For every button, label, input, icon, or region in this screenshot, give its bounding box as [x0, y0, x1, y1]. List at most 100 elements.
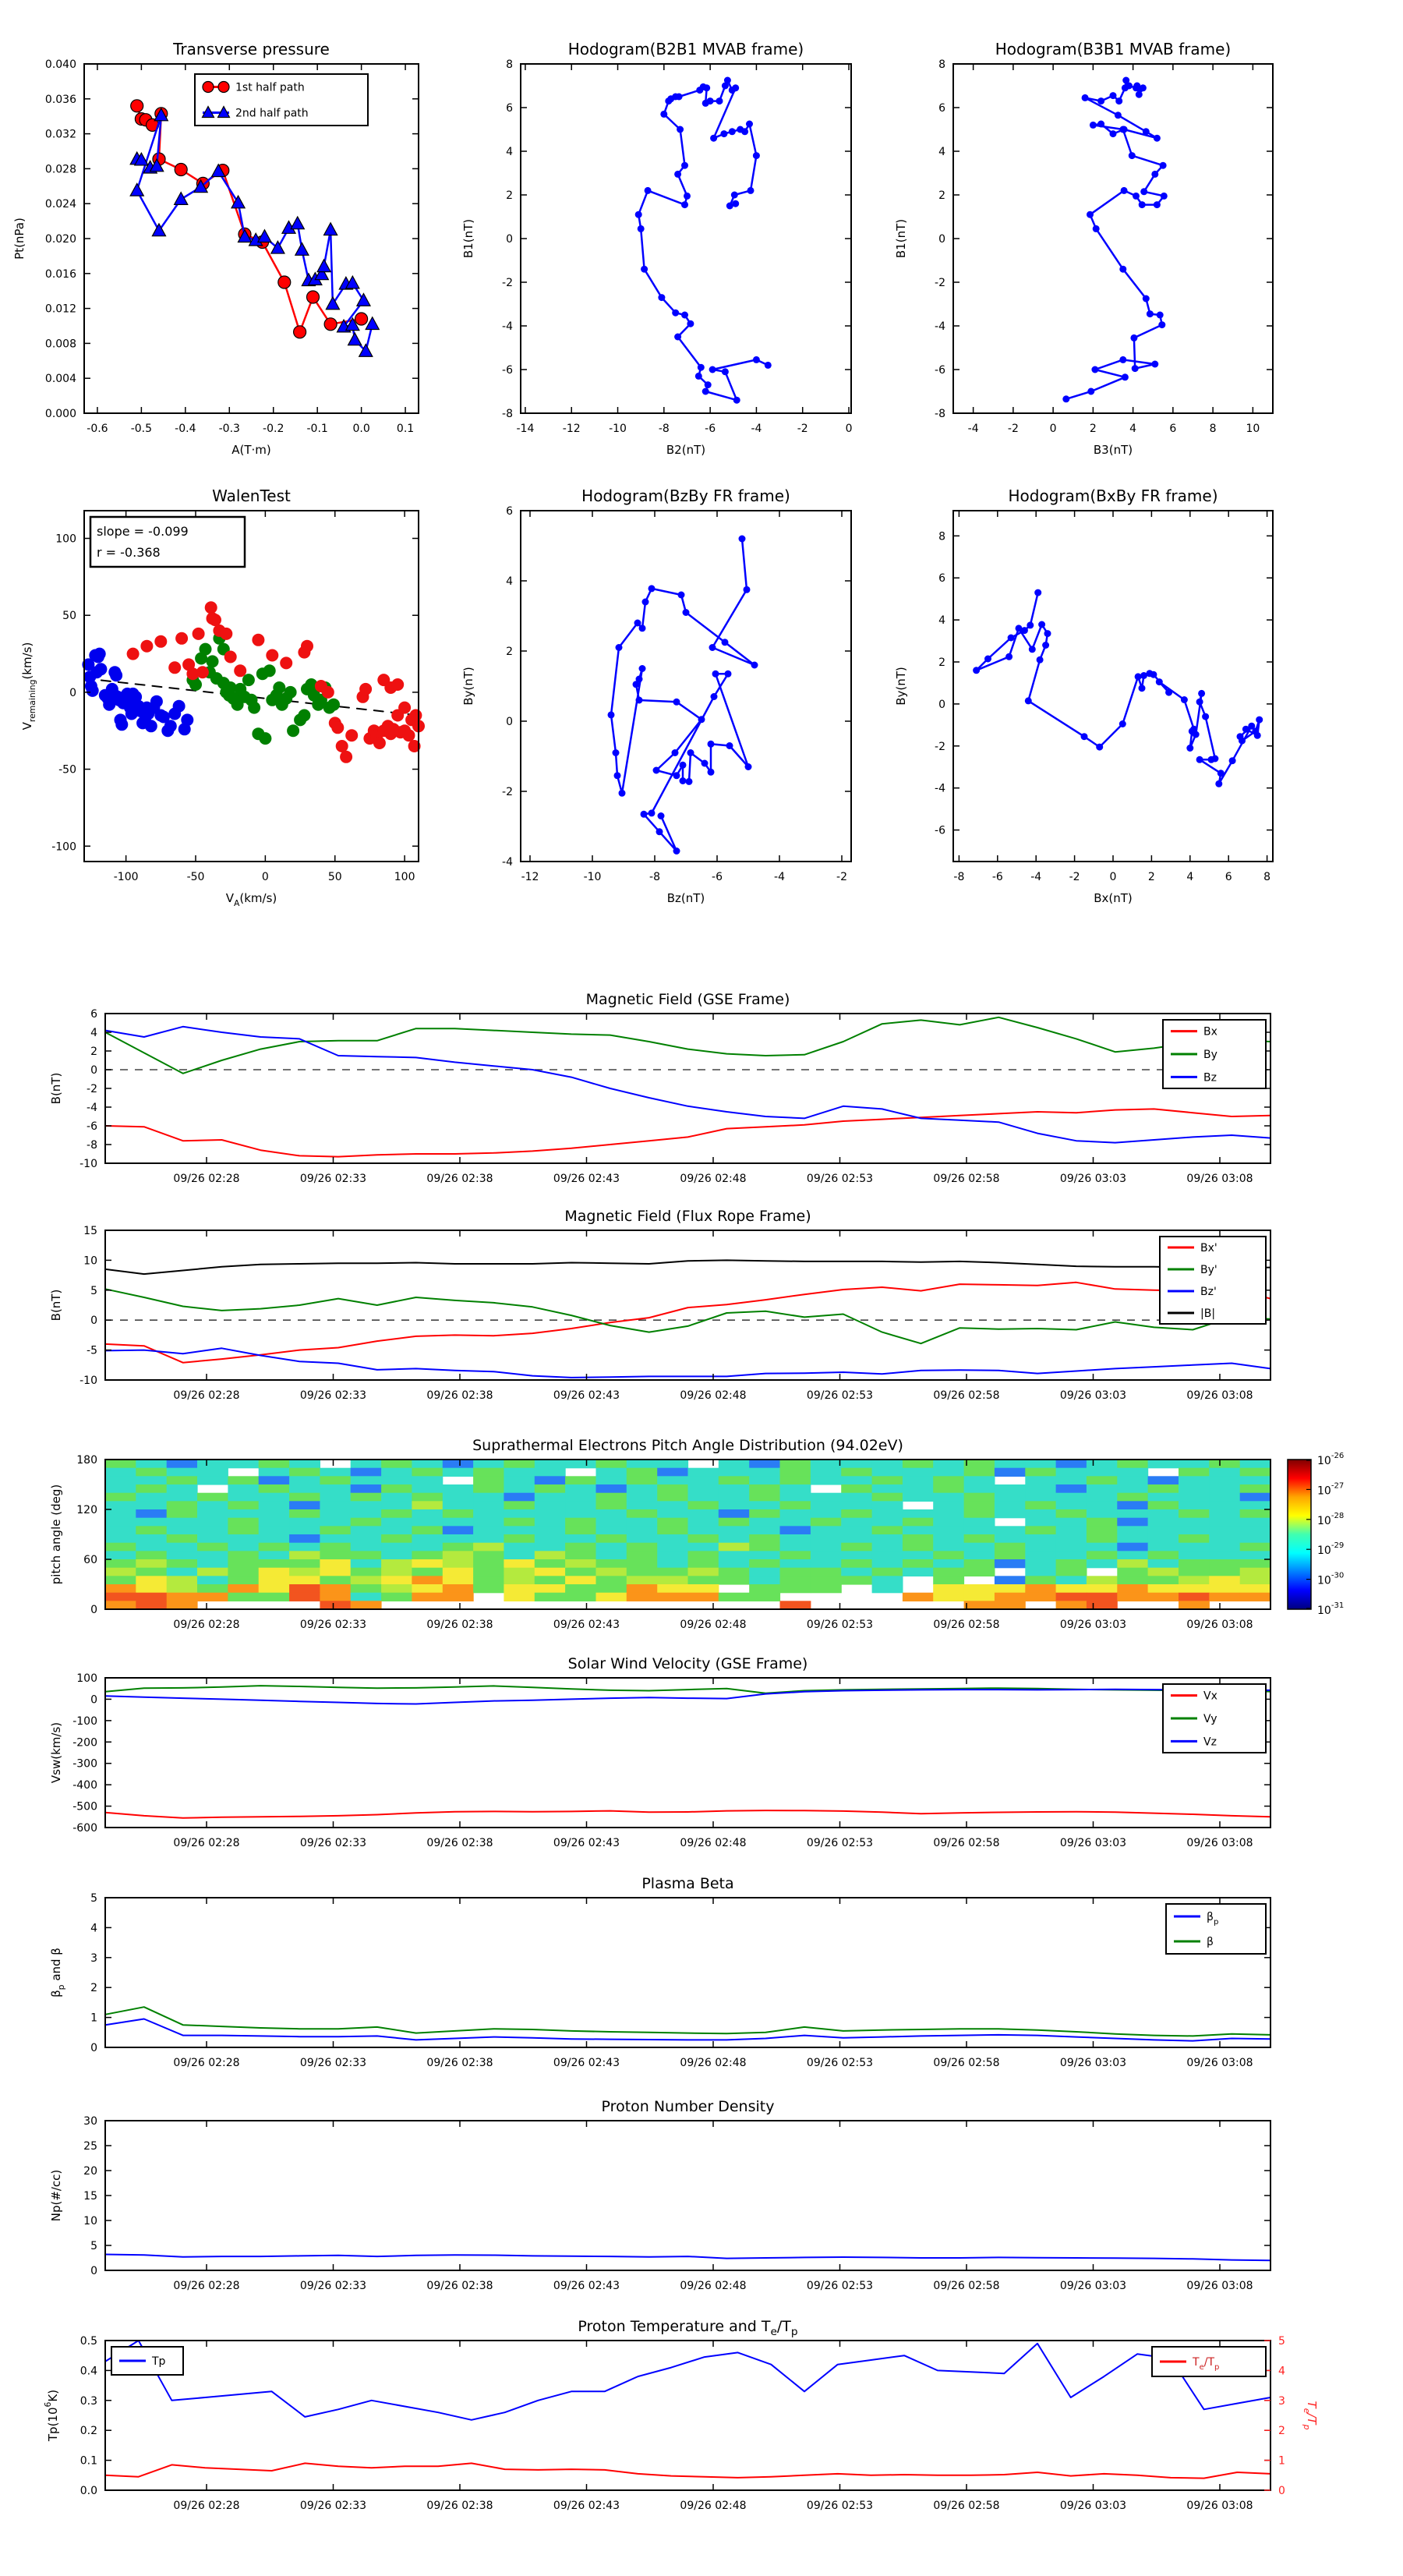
- hodogram-bxby-title: Hodogram(BxBy FR frame): [1008, 487, 1217, 505]
- panel-proton-temperature: 09/26 02:28 09/26 02:33 09/26 02:38 09/26 0…: [43, 2318, 1319, 2512]
- svg-text:-0.5: -0.5: [131, 423, 152, 435]
- solar-wind-velocity-axis-ticks: 09/26 02:28 09/26 02:33 09/26 02:38 09/26 0…: [72, 1672, 1270, 1849]
- svg-text:0.008: 0.008: [45, 338, 76, 350]
- svg-text:0.028: 0.028: [45, 163, 76, 175]
- svg-text:0: 0: [1278, 2485, 1285, 2497]
- proton-density-series-np: [104, 2253, 1271, 2262]
- svg-text:5: 5: [1278, 2335, 1285, 2348]
- mag-field-fr-series-bz-: [104, 1347, 1271, 1378]
- hodogram-bzby-ylabel: By(nT): [461, 667, 475, 706]
- svg-text:09/26 02:48: 09/26 02:48: [680, 2500, 746, 2512]
- svg-text:0: 0: [938, 233, 945, 246]
- proton-density-axis-ticks: 09/26 02:28 09/26 02:33 09/26 02:38 09/26 0…: [83, 2115, 1270, 2292]
- svg-text:-4: -4: [502, 856, 513, 869]
- panel-solar-wind-velocity: 09/26 02:28 09/26 02:33 09/26 02:38 09/26 0…: [49, 1655, 1271, 1849]
- svg-text:βp: βp: [1207, 1911, 1218, 1927]
- svg-text:09/26 03:03: 09/26 03:03: [1060, 1619, 1126, 1631]
- svg-text:-0.4: -0.4: [175, 423, 196, 435]
- svg-text:-50: -50: [187, 871, 205, 883]
- proton-temperature-frame: [104, 2340, 1271, 2491]
- solar-wind-velocity-title: Solar Wind Velocity (GSE Frame): [568, 1655, 808, 1672]
- hodogram-b2b1-ylabel: B1(nT): [461, 219, 475, 258]
- svg-text:10: 10: [1246, 423, 1260, 435]
- svg-text:09/26 02:48: 09/26 02:48: [680, 1619, 746, 1631]
- svg-text:10-30: 10-30: [1317, 1572, 1344, 1587]
- svg-text:09/26 03:03: 09/26 03:03: [1060, 1837, 1126, 1849]
- plasma-beta-series-beta-p: [104, 2018, 1271, 2042]
- svg-text:09/26 02:38: 09/26 02:38: [426, 1837, 493, 1849]
- svg-text:8: 8: [1210, 423, 1217, 435]
- svg-text:1: 1: [90, 2012, 97, 2025]
- svg-text:-8: -8: [953, 871, 964, 883]
- walen-test-series-first-interval: [82, 647, 194, 738]
- svg-text:09/26 02:53: 09/26 02:53: [807, 2280, 873, 2292]
- svg-text:-2: -2: [1069, 871, 1080, 883]
- svg-text:09/26 03:08: 09/26 03:08: [1186, 1837, 1253, 1849]
- svg-text:Vz: Vz: [1203, 1736, 1217, 1748]
- svg-text:09/26 02:43: 09/26 02:43: [553, 1837, 620, 1849]
- svg-text:09/26 02:38: 09/26 02:38: [426, 2057, 493, 2069]
- hodogram-bxby-xlabel: Bx(nT): [1094, 891, 1133, 905]
- proton-density-ylabel: Np(#/cc): [49, 2170, 63, 2222]
- hodogram-b2b1-xlabel: B2(nT): [666, 443, 705, 457]
- hodogram-b2b1-title: Hodogram(B2B1 MVAB frame): [568, 40, 804, 58]
- svg-text:Bz: Bz: [1203, 1071, 1217, 1084]
- panel-pitch-angle: 09/26 02:28 09/26 02:33 09/26 02:38 09/26 0…: [49, 1437, 1344, 1631]
- svg-text:4: 4: [506, 575, 513, 588]
- proton-temperature-right-axis-label: Te/Tp: [1302, 2401, 1319, 2430]
- svg-text:15: 15: [83, 2190, 97, 2203]
- proton-density-frame: [104, 2120, 1271, 2271]
- svg-text:-4: -4: [751, 423, 762, 435]
- panel-mag-field-fr: 09/26 02:28 09/26 02:33 09/26 02:38 09/26 0…: [49, 1208, 1271, 1402]
- svg-text:-6: -6: [87, 1120, 97, 1133]
- panel-mag-field-gse: 09/26 02:28 09/26 02:33 09/26 02:38 09/26 0…: [49, 991, 1271, 1185]
- svg-text:09/26 02:28: 09/26 02:28: [173, 2057, 239, 2069]
- proton-temperature-legend-2: Te/Tp: [1151, 2346, 1267, 2377]
- svg-text:-500: -500: [72, 1801, 97, 1813]
- svg-text:09/26 02:43: 09/26 02:43: [553, 1173, 620, 1185]
- svg-text:100: 100: [55, 533, 76, 546]
- mag-field-gse-series-by: [104, 1016, 1271, 1074]
- svg-text:09/26 02:28: 09/26 02:28: [173, 2500, 239, 2512]
- svg-text:2: 2: [1090, 423, 1097, 435]
- svg-text:2: 2: [1148, 871, 1155, 883]
- svg-text:-8: -8: [502, 408, 513, 420]
- svg-text:6: 6: [1169, 423, 1176, 435]
- transverse-pressure-series-1st-half-path: [130, 99, 369, 339]
- svg-text:0: 0: [90, 1315, 97, 1327]
- svg-text:-4: -4: [1030, 871, 1041, 883]
- pitch-angle-ylabel: pitch angle (deg): [49, 1484, 63, 1584]
- svg-text:8: 8: [938, 530, 945, 543]
- pitch-angle-axis-ticks: 09/26 02:28 09/26 02:33 09/26 02:38 09/26 0…: [76, 1454, 1270, 1631]
- svg-text:Tp: Tp: [151, 2355, 166, 2368]
- hodogram-b3b1-frame: [952, 63, 1274, 414]
- svg-text:60: 60: [83, 1554, 97, 1566]
- proton-density-title: Proton Number Density: [602, 2098, 775, 2115]
- svg-text:8: 8: [938, 58, 945, 71]
- svg-text:09/26 03:03: 09/26 03:03: [1060, 2057, 1126, 2069]
- svg-text:-4: -4: [968, 423, 979, 435]
- svg-text:-5: -5: [87, 1345, 97, 1357]
- svg-text:0: 0: [90, 2042, 97, 2054]
- proton-temperature-axis-ticks: 09/26 02:28 09/26 02:33 09/26 02:38 09/26 0…: [80, 2335, 1270, 2512]
- panel-transverse-pressure: -0.6 -0.5 -0.4 -0.3 -0.2 -0.1 0.0 0.1 0.000 0.004…: [12, 40, 419, 457]
- svg-text:09/26 02:58: 09/26 02:58: [933, 1173, 999, 1185]
- svg-text:09/26 02:38: 09/26 02:38: [426, 1173, 493, 1185]
- walen-test-xlabel: VA(km/s): [226, 891, 277, 908]
- svg-text:0: 0: [69, 687, 76, 699]
- svg-text:0.5: 0.5: [80, 2335, 97, 2348]
- svg-text:09/26 02:33: 09/26 02:33: [300, 2280, 366, 2292]
- hodogram-b3b1-axis-ticks: -4 -2 0 2 4 6 8 10 -8 -6 -4 -2 0 2 4 6 8: [935, 58, 1273, 435]
- svg-text:2: 2: [938, 189, 945, 202]
- svg-text:β: β: [1207, 1936, 1214, 1948]
- solar-wind-velocity-frame: [104, 1677, 1271, 1828]
- svg-text:-4: -4: [774, 871, 785, 883]
- hodogram-b3b1-series-b3-b1-trace: [1062, 76, 1168, 403]
- svg-text:0: 0: [1050, 423, 1057, 435]
- svg-text:100: 100: [394, 871, 415, 883]
- svg-text:-400: -400: [72, 1779, 97, 1792]
- svg-text:4: 4: [1186, 871, 1193, 883]
- svg-text:5: 5: [90, 2240, 97, 2252]
- svg-text:50: 50: [328, 871, 342, 883]
- svg-text:09/26 02:53: 09/26 02:53: [807, 1389, 873, 1402]
